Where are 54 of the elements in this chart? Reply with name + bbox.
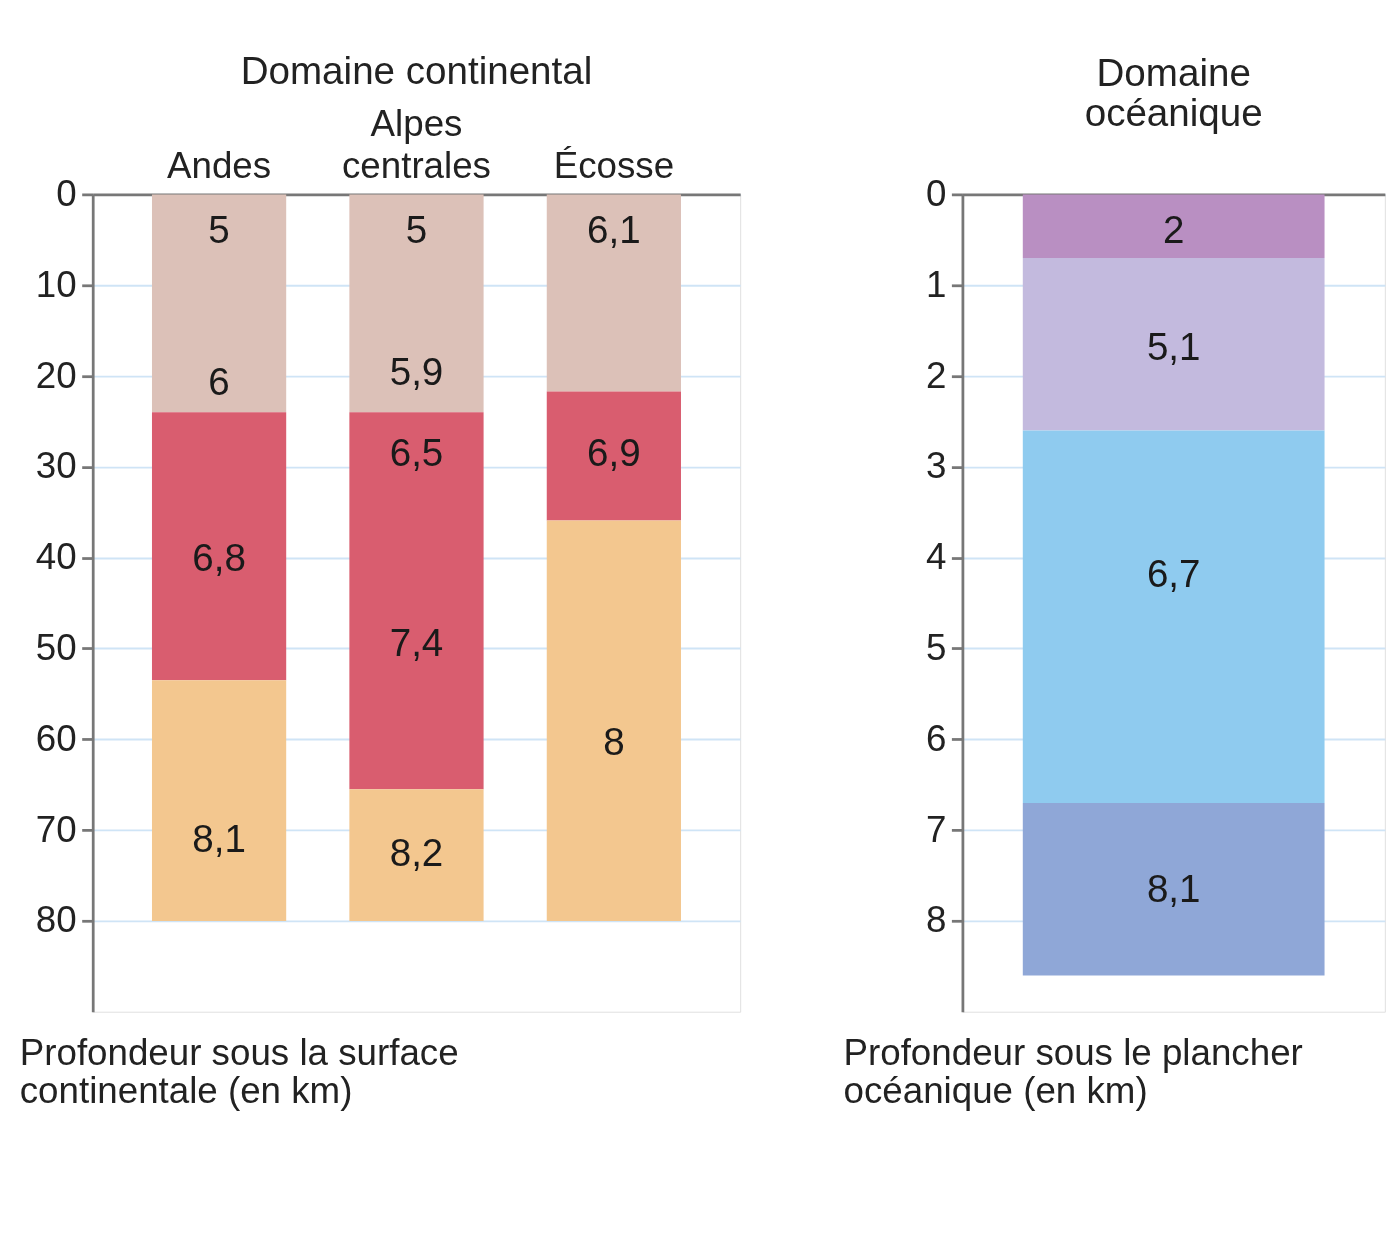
bar: [1022, 257, 1325, 431]
y-tick-label: 1: [925, 263, 947, 305]
y-tick-label: 0: [925, 172, 947, 214]
y-tick-label: 50: [35, 626, 77, 668]
y-tick-label: 30: [35, 445, 77, 487]
bar: [546, 520, 681, 921]
y-tick-label: 5: [925, 626, 947, 668]
y-axis-title: Profondeur sous la surface continentale (en km): [19, 1031, 459, 1112]
bar: [546, 194, 681, 392]
x-tick-label: Andes: [167, 145, 272, 187]
annotation: 8,1: [1146, 867, 1201, 911]
annotation: 8: [603, 719, 625, 763]
chart-title: Domaine continental: [240, 49, 593, 93]
annotation: 6,7: [1146, 552, 1201, 596]
y-tick-label: 10: [35, 263, 77, 305]
y-tick-label: 3: [925, 445, 947, 487]
bar: [1022, 194, 1325, 258]
bar: [1022, 802, 1325, 976]
chart-title: Domaine océanique: [1084, 51, 1263, 135]
x-tick-label: Alpes centrales: [341, 103, 491, 187]
bar: [349, 194, 484, 413]
annotation: 8,1: [192, 816, 246, 860]
annotation: 7,4: [389, 621, 444, 665]
bar: [1022, 430, 1325, 803]
y-axis-title: Profondeur sous le plancher océanique (en km): [843, 1031, 1303, 1112]
annotation: 5,9: [389, 350, 444, 394]
bar: [349, 789, 484, 921]
annotation: 6,9: [587, 431, 641, 475]
y-tick-label: 2: [925, 354, 947, 396]
y-tick-label: 40: [35, 536, 77, 578]
x-tick-label: Écosse: [553, 145, 675, 187]
annotation: 5: [208, 208, 230, 252]
y-tick-label: 6: [925, 717, 947, 759]
annotation: 6,5: [389, 431, 444, 475]
y-tick-label: 0: [56, 172, 77, 214]
bar: [151, 412, 287, 681]
annotation: 5,1: [1146, 324, 1201, 368]
bar: [151, 680, 287, 921]
y-tick-label: 4: [925, 536, 947, 578]
annotation: 6,8: [192, 535, 246, 579]
y-tick-label: 8: [925, 899, 947, 941]
y-tick-label: 80: [35, 899, 77, 941]
y-tick-label: 20: [35, 354, 77, 396]
annotation: 2: [1162, 208, 1185, 252]
annotation: 8,2: [389, 830, 444, 874]
y-tick-label: 70: [35, 808, 77, 850]
annotation: 6: [208, 359, 230, 403]
bar: [546, 391, 681, 521]
annotation: 5: [405, 208, 428, 252]
y-tick-label: 60: [35, 717, 77, 759]
annotation: 6,1: [587, 208, 641, 252]
bar: [349, 412, 484, 790]
y-tick-label: 7: [925, 808, 947, 850]
bar: [151, 194, 287, 413]
